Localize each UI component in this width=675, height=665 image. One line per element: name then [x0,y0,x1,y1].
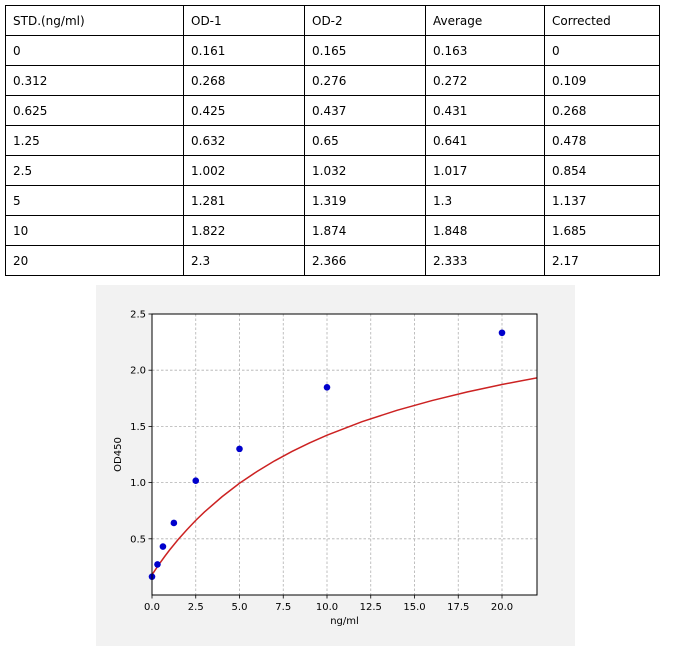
table-cell: 20 [5,245,184,276]
table-row: 0.312 0.268 0.276 0.272 0.109 [5,65,660,96]
table-cell: 0.625 [5,95,184,126]
x-tick-label: 2.5 [188,602,204,613]
table-cell: 5 [5,185,184,216]
table-cell: 1.3 [425,185,545,216]
y-tick-label: 2.0 [130,366,146,377]
table-cell: 2.5 [5,155,184,186]
table-cell: 0.268 [183,65,305,96]
x-tick-label: 15.0 [403,602,425,613]
table-cell: 10 [5,215,184,246]
table-cell: 0.163 [425,35,545,66]
table-cell: 0.272 [425,65,545,96]
x-tick-label: 10.0 [316,602,338,613]
table-cell: 1.137 [544,185,660,216]
table-cell: 1.685 [544,215,660,246]
standard-curve-chart: 0.0 2.5 5.0 7.5 10.0 12.5 15.0 17.5 20.0 0.5 1.0 1.… [96,285,575,646]
x-axis-label: ng/ml [330,616,359,627]
table-cell: 0.268 [544,95,660,126]
table-cell: 1.874 [304,215,426,246]
table-row: 20 2.3 2.366 2.333 2.17 [5,245,660,276]
table-cell: 2.17 [544,245,660,276]
table-cell: 1.032 [304,155,426,186]
y-axis-label: OD450 [113,437,124,472]
table-header-cell: Corrected [544,5,660,36]
table-cell: 2.333 [425,245,545,276]
table-cell: 0 [5,35,184,66]
table-cell: 1.25 [5,125,184,156]
table-cell: 0 [544,35,660,66]
table-row: 10 1.822 1.874 1.848 1.685 [5,215,660,246]
y-tick-label: 1.0 [130,478,146,489]
data-point [323,383,331,391]
table-row: 2.5 1.002 1.032 1.017 0.854 [5,155,660,186]
table-cell: 0.312 [5,65,184,96]
table-cell: 0.641 [425,125,545,156]
table-cell: 0.276 [304,65,426,96]
table-cell: 1.281 [183,185,305,216]
table-header-cell: OD-1 [183,5,305,36]
table-cell: 0.478 [544,125,660,156]
x-tick-label: 17.5 [447,602,469,613]
table-cell: 0.632 [183,125,305,156]
table-cell: 2.3 [183,245,305,276]
table-cell: 1.848 [425,215,545,246]
table-cell: 1.822 [183,215,305,246]
table-cell: 0.854 [544,155,660,186]
standard-curve-table: STD.(ng/ml) OD-1 OD-2 Average Corrected 0 0.16… [5,5,660,276]
fit-curve [152,377,537,576]
x-tick-label: 0.0 [144,602,160,613]
data-point [170,519,178,527]
data-point [159,543,167,550]
x-tick-label: 5.0 [232,602,248,613]
table-cell: 0.161 [183,35,305,66]
chart-canvas: 0.0 2.5 5.0 7.5 10.0 12.5 15.0 17.5 20.0 0.5 1.0 1.… [113,310,538,627]
x-tick-label: 7.5 [275,602,291,613]
table-cell: 0.425 [183,95,305,126]
x-tick-label: 20.0 [491,602,513,613]
table-header-cell: STD.(ng/ml) [5,5,184,36]
table-row: 5 1.281 1.319 1.3 1.137 [5,185,660,216]
table-row: 0.625 0.425 0.437 0.431 0.268 [5,95,660,126]
table-row: 0 0.161 0.165 0.163 0 [5,35,660,66]
data-point [498,329,506,337]
data-point [192,477,200,484]
x-tick-label: 12.5 [360,602,382,613]
table-cell: 0.65 [304,125,426,156]
plot-frame [151,313,538,596]
y-tick-label: 0.5 [130,534,146,545]
table-row: 1.25 0.632 0.65 0.641 0.478 [5,125,660,156]
data-point [236,445,243,453]
table-cell: 1.017 [425,155,545,186]
table-cell: 0.165 [304,35,426,66]
table-header-cell: Average [425,5,545,36]
table-cell: 1.319 [304,185,426,216]
table-header-cell: OD-2 [304,5,426,36]
table-cell: 0.431 [425,95,545,126]
y-tick-label: 2.5 [130,310,146,321]
data-point [154,561,161,568]
table-cell: 1.002 [183,155,305,186]
table-cell: 0.109 [544,65,660,96]
table-header-row: STD.(ng/ml) OD-1 OD-2 Average Corrected [5,5,660,36]
plot-area [152,314,537,595]
table-cell: 2.366 [304,245,426,276]
table-cell: 0.437 [304,95,426,126]
y-tick-label: 1.5 [130,422,146,433]
